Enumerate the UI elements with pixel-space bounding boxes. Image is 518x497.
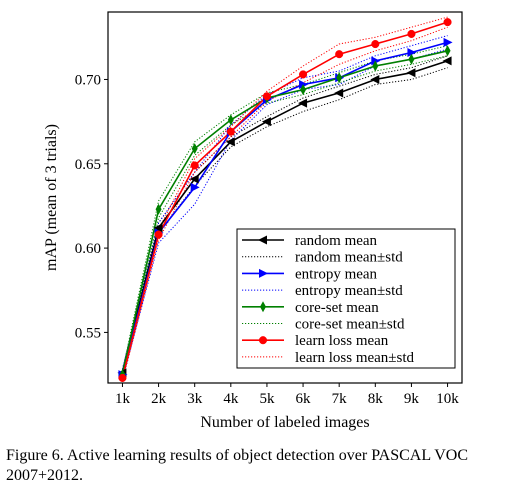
data-points [117, 18, 453, 382]
series-0-point-7 [370, 74, 380, 84]
y-tick-label-1: 0.60 [75, 241, 101, 257]
series-3-point-1 [154, 230, 163, 239]
series-2-point-3 [227, 114, 234, 126]
series-0-point-2 [189, 174, 199, 184]
x-tick-label-8: 9k [404, 391, 420, 407]
y-tick-label-0: 0.55 [75, 325, 101, 341]
series-3-point-9 [443, 18, 452, 27]
legend-label-6: learn loss mean [295, 333, 389, 349]
series-3-point-3 [226, 127, 235, 136]
x-tick-label-5: 6k [296, 391, 312, 407]
series-0-point-4 [261, 117, 271, 127]
mean-lines [121, 21, 448, 379]
series-2-upper-std-line [121, 45, 448, 372]
x-tick-label-7: 8k [368, 391, 384, 407]
series-3-point-6 [335, 50, 344, 59]
series-1-point-9 [443, 37, 453, 47]
x-tick-label-2: 3k [187, 391, 203, 407]
series-1-point-5 [299, 80, 309, 90]
legend-marker-1 [259, 268, 268, 278]
series-2-mean-line [121, 50, 448, 375]
legend-label-3: entropy mean±std [295, 283, 403, 299]
x-tick-label-3: 4k [223, 391, 239, 407]
series-0-point-3 [225, 137, 235, 147]
series-1-point-7 [371, 56, 381, 66]
series-3-mean-line [121, 21, 448, 379]
series-1-point-8 [407, 47, 417, 57]
x-tick-label-0: 1k [115, 391, 131, 407]
plot-frame [107, 11, 463, 384]
x-tick-label-6: 7k [332, 391, 348, 407]
legend-marker-3 [258, 336, 268, 345]
series-3-point-0 [118, 373, 127, 382]
line-chart: 1k 2k 3k 4k 5k 6k 7k 8k 9k 10k 0.55 0.60 0.65 0.70 N… [43, 11, 463, 431]
series-0-point-5 [298, 98, 308, 108]
x-tick-label-4: 5k [259, 391, 275, 407]
legend-label-2: entropy mean [295, 266, 378, 282]
legend-label-4: core-set mean [295, 300, 379, 316]
x-axis-label: Number of labeled images [200, 414, 369, 431]
series-0-mean-line [121, 60, 448, 374]
legend-label-0: random mean [295, 233, 378, 249]
legend-label-7: learn loss mean±std [295, 350, 415, 366]
x-tick-label-1: 2k [151, 391, 167, 407]
series-3-point-2 [190, 161, 199, 170]
series-3-lower-std-line [121, 26, 448, 382]
y-tick-label-2: 0.65 [75, 157, 101, 173]
series-2-point-2 [191, 143, 198, 155]
series-3-point-4 [262, 92, 271, 101]
legend-label-1: random mean±std [295, 250, 403, 266]
legend-box [236, 228, 456, 369]
series-0-point-1 [153, 223, 163, 233]
series-3-upper-std-line [121, 16, 448, 375]
series-1-mean-line [121, 41, 448, 375]
series-1-point-2 [190, 182, 200, 192]
legend-marker-0 [258, 235, 267, 245]
series-2-point-8 [408, 53, 415, 65]
x-tick-label-9: 10k [436, 391, 459, 407]
series-0-point-6 [334, 88, 344, 98]
series-2-point-6 [336, 72, 343, 84]
series-2-lower-std-line [121, 55, 448, 379]
series-2-point-5 [300, 84, 307, 96]
y-axis-ticks: 0.55 0.60 0.65 0.70 [75, 72, 108, 341]
series-2-point-7 [372, 60, 379, 72]
series-0-point-9 [442, 56, 452, 66]
series-0-point-8 [406, 68, 416, 78]
series-2-point-1 [155, 203, 162, 215]
series-3-point-5 [299, 70, 308, 79]
legend-label-5: core-set mean±std [295, 317, 405, 333]
series-2-point-9 [444, 45, 451, 57]
series-3-point-7 [371, 39, 380, 49]
x-axis-ticks: 1k 2k 3k 4k 5k 6k 7k 8k 9k 10k [115, 383, 459, 407]
series-3-point-8 [407, 29, 416, 38]
legend-marker-2 [260, 301, 266, 313]
y-axis-label: mAP (mean of 3 trials) [43, 124, 60, 271]
figure-caption: Figure 6. Active learning results of obj… [6, 447, 469, 484]
y-tick-label-3: 0.70 [75, 72, 101, 88]
